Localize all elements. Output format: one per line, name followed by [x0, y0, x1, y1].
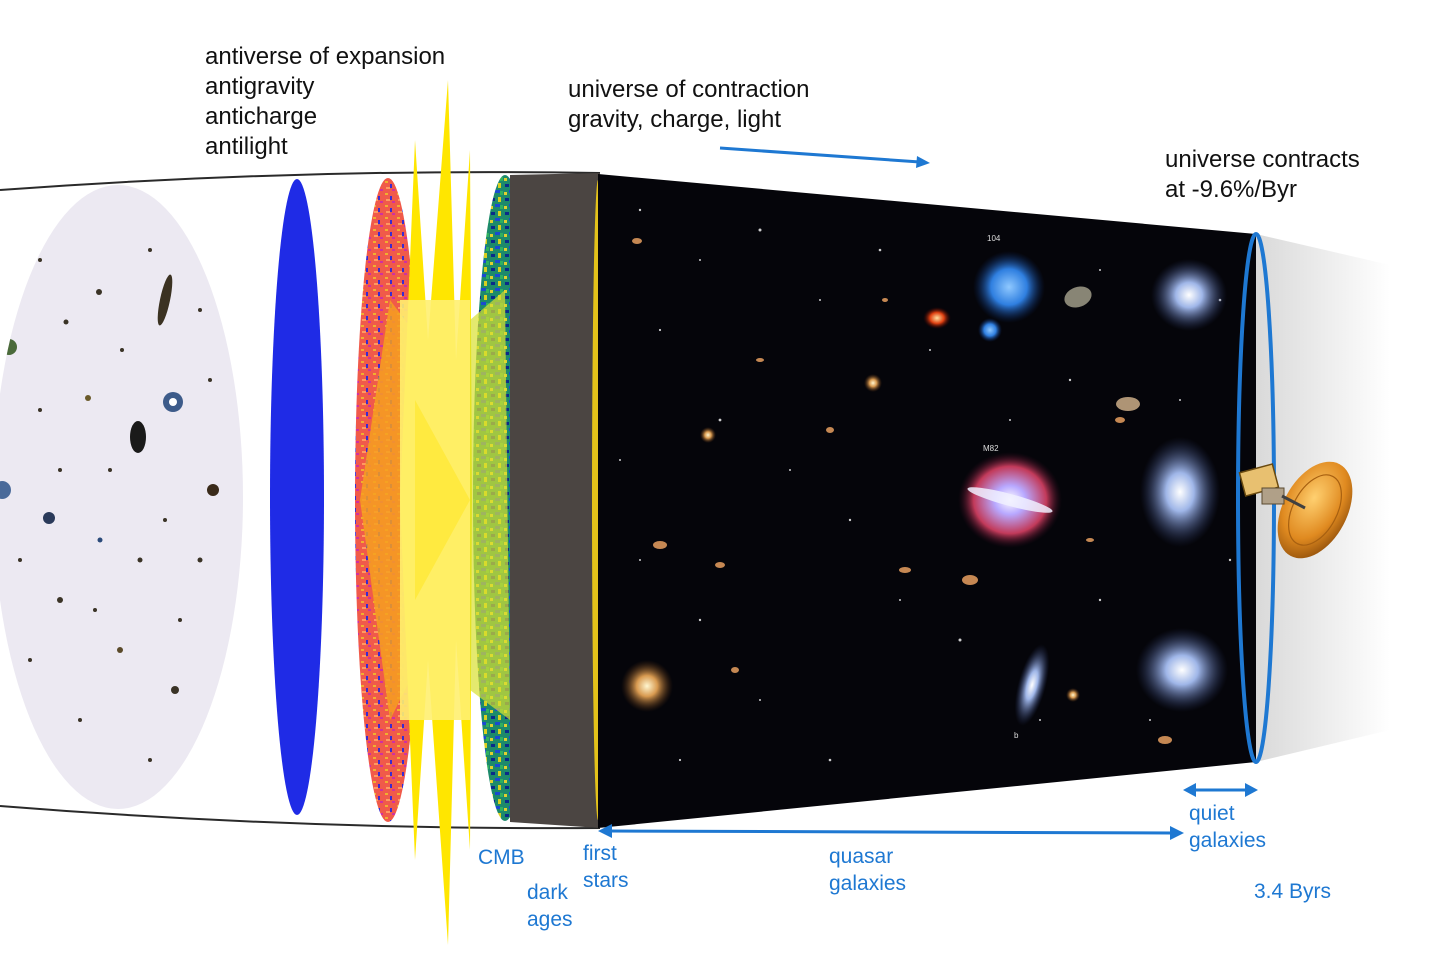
antiverse-line-4: antilight	[205, 133, 288, 160]
quiet-galaxies-label: quiet galaxies	[1189, 800, 1266, 854]
cylinder-outline-bottom	[0, 805, 601, 830]
quiet-line-1: quiet	[1189, 802, 1235, 825]
double-arrow-icon	[598, 824, 612, 838]
image-tag-b: b	[1014, 731, 1019, 740]
antiverse-label: antiverse of expansion antigravity antic…	[205, 42, 445, 162]
cmb-label: CMB	[478, 846, 525, 869]
antiverse-line-2: antigravity	[205, 73, 315, 100]
quasar-line-1: quasar	[829, 845, 894, 868]
dark-ages-label: dark ages	[527, 879, 573, 933]
blue-disc	[270, 179, 324, 815]
contraction-arrow	[719, 146, 930, 168]
image-tag-m82: M82	[983, 444, 999, 453]
quiet-line-2: galaxies	[1189, 829, 1267, 852]
contracts-label: universe contracts at -9.6%/Byr	[1165, 145, 1360, 205]
quasar-span-arrow	[598, 824, 1184, 840]
dark-ages-line-1: dark	[527, 881, 568, 904]
spacecraft-icon	[1238, 461, 1353, 559]
universe-line-2: gravity, charge, light	[568, 106, 781, 133]
quasar-line-2: galaxies	[829, 872, 907, 895]
universe-label: universe of contraction gravity, charge,…	[568, 75, 809, 135]
image-tag-104: 104	[987, 234, 1001, 243]
first-stars-line-2: stars	[583, 869, 629, 892]
first-stars-line-1: first	[583, 842, 617, 865]
first-stars-label: first stars	[583, 840, 629, 894]
cylinder-outline-top	[0, 171, 601, 191]
dark-ages-band	[510, 173, 600, 828]
quasar-galaxies-label: quasar galaxies	[829, 843, 906, 897]
deep-field-disc	[0, 185, 243, 809]
duration-label: 3.4 Byrs	[1254, 880, 1332, 903]
contracts-line-2: at -9.6%/Byr	[1165, 176, 1298, 203]
right-arrow-icon	[916, 156, 930, 168]
big-bang-flash	[400, 80, 472, 945]
antiverse-line-1: antiverse of expansion	[205, 43, 446, 70]
universe-line-1: universe of contraction	[568, 76, 810, 103]
galaxy-field	[598, 174, 1256, 828]
quiet-span-arrow	[1183, 783, 1258, 797]
antiverse-line-3: anticharge	[205, 103, 318, 130]
contracts-line-1: universe contracts	[1165, 146, 1360, 173]
dark-ages-line-2: ages	[527, 908, 573, 931]
